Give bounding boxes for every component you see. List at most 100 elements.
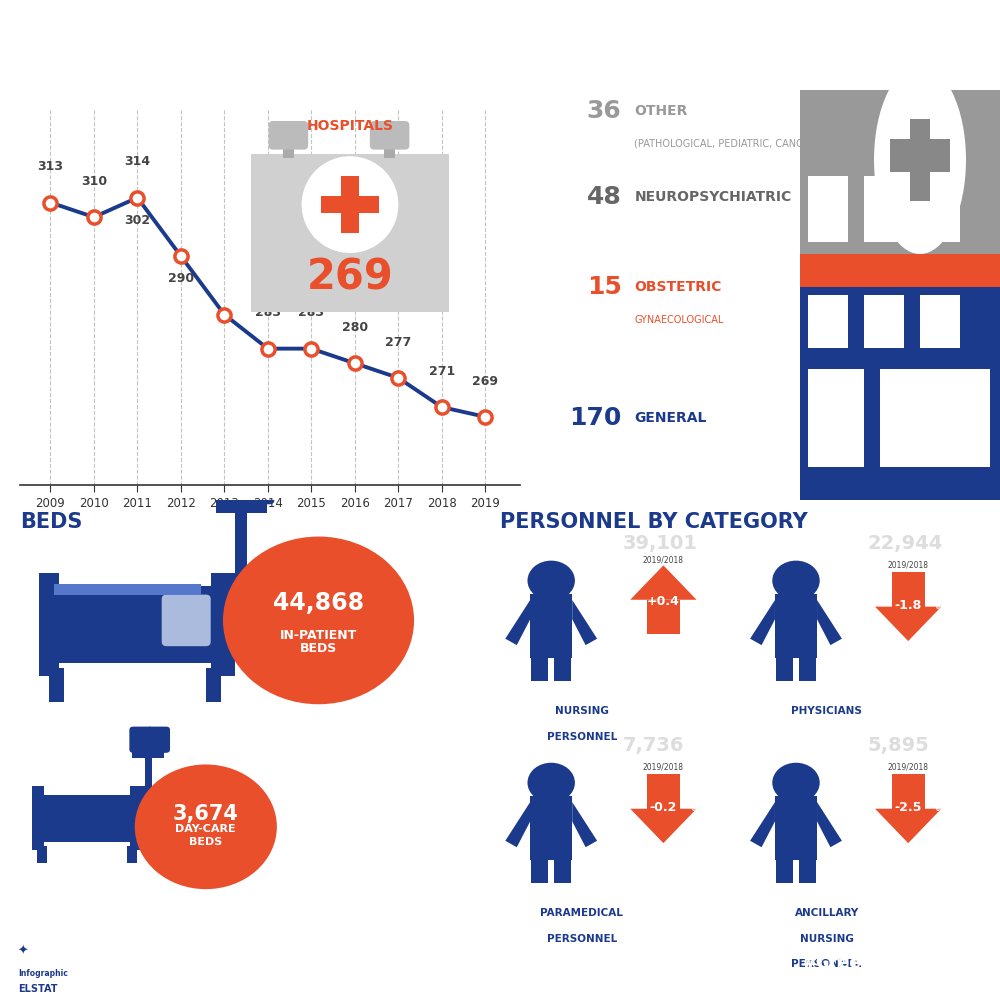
Polygon shape <box>630 809 697 843</box>
Text: 290: 290 <box>168 272 194 285</box>
Bar <box>864 295 904 348</box>
FancyBboxPatch shape <box>269 121 308 150</box>
Text: NEUROPSYCHIATRIC: NEUROPSYCHIATRIC <box>634 190 792 204</box>
Bar <box>920 176 960 242</box>
Bar <box>211 573 235 676</box>
Polygon shape <box>572 802 597 847</box>
Polygon shape <box>817 802 842 847</box>
Bar <box>54 584 201 595</box>
Circle shape <box>302 156 398 253</box>
Bar <box>235 504 247 612</box>
Text: 36: 36 <box>587 99 622 123</box>
Point <box>42 195 58 211</box>
Point <box>303 341 319 357</box>
Polygon shape <box>875 809 941 843</box>
Polygon shape <box>875 607 941 641</box>
Text: 170: 170 <box>569 406 622 430</box>
FancyBboxPatch shape <box>147 727 170 753</box>
Text: ✦: ✦ <box>18 945 28 958</box>
Bar <box>800 90 1000 254</box>
Circle shape <box>527 561 575 601</box>
FancyBboxPatch shape <box>370 121 409 150</box>
Text: -2.5: -2.5 <box>895 801 922 814</box>
Bar <box>132 749 164 758</box>
Text: ELSTAT: ELSTAT <box>18 984 58 994</box>
Text: 44,868: 44,868 <box>273 591 364 615</box>
Bar <box>800 287 1000 500</box>
Circle shape <box>527 763 575 803</box>
Text: OBSTETRIC: OBSTETRIC <box>634 280 722 294</box>
Text: PHYSICIANS: PHYSICIANS <box>791 706 862 716</box>
Text: 2019/2018: 2019/2018 <box>643 556 684 565</box>
Point <box>129 190 145 206</box>
Text: 22,944: 22,944 <box>867 534 943 552</box>
Bar <box>808 369 864 467</box>
Text: %: % <box>691 807 700 816</box>
Polygon shape <box>750 802 775 847</box>
Bar <box>775 594 817 658</box>
Text: PERSONNEL BY CATEGORY: PERSONNEL BY CATEGORY <box>500 512 808 532</box>
Text: 15: 15 <box>587 275 622 299</box>
Bar <box>799 655 816 681</box>
Bar <box>530 796 572 860</box>
Text: -0.2: -0.2 <box>650 801 677 814</box>
Bar <box>808 295 848 348</box>
Bar <box>531 655 548 681</box>
Bar <box>44 586 230 663</box>
Text: 39,101: 39,101 <box>623 534 698 552</box>
Point <box>477 409 493 425</box>
Text: #GreekDataMatter: #GreekDataMatter <box>803 954 980 972</box>
Bar <box>32 786 44 850</box>
Bar <box>341 176 359 233</box>
Point <box>347 355 363 371</box>
Bar <box>39 573 59 676</box>
Text: GYNAECOLOGICAL: GYNAECOLOGICAL <box>634 315 724 325</box>
Text: 271: 271 <box>429 365 455 378</box>
Bar <box>554 655 571 681</box>
Circle shape <box>772 561 820 601</box>
Bar <box>34 795 142 842</box>
FancyBboxPatch shape <box>162 595 211 646</box>
Polygon shape <box>817 600 842 645</box>
Text: %: % <box>936 807 945 816</box>
Bar <box>283 123 294 158</box>
Text: ANCILLARY: ANCILLARY <box>794 908 859 918</box>
Circle shape <box>223 537 414 704</box>
Text: (PATHOLOGICAL, PEDIATRIC, CANCER, etc.): (PATHOLOGICAL, PEDIATRIC, CANCER, etc.) <box>634 138 845 148</box>
Bar <box>206 668 221 702</box>
Polygon shape <box>505 600 530 645</box>
Point <box>260 341 276 357</box>
FancyBboxPatch shape <box>240 466 274 504</box>
Bar <box>531 857 548 883</box>
Text: -1.8: -1.8 <box>895 599 922 612</box>
Text: NURSING: NURSING <box>800 934 854 944</box>
Text: 280: 280 <box>342 321 368 334</box>
Bar <box>799 857 816 883</box>
Circle shape <box>135 764 277 889</box>
Text: +0.4: +0.4 <box>647 595 680 608</box>
Text: 2019/2018: 2019/2018 <box>643 762 684 771</box>
Text: 269: 269 <box>472 375 498 388</box>
Bar <box>892 572 925 607</box>
Bar <box>127 846 137 863</box>
Text: 283: 283 <box>298 306 324 319</box>
Circle shape <box>772 763 820 803</box>
Bar <box>145 749 152 814</box>
Text: PARAMEDICAL: PARAMEDICAL <box>540 908 623 918</box>
Bar <box>37 846 47 863</box>
Text: HOSPITALS: HOSPITALS <box>306 119 394 133</box>
Text: 314: 314 <box>124 155 150 168</box>
FancyBboxPatch shape <box>129 727 153 753</box>
Text: 2019/2018: 2019/2018 <box>888 560 929 569</box>
Text: %: % <box>691 601 700 610</box>
Bar <box>530 594 572 658</box>
Bar <box>370 123 409 132</box>
Polygon shape <box>505 802 530 847</box>
Bar <box>776 857 793 883</box>
Polygon shape <box>572 600 597 645</box>
Bar <box>647 600 680 634</box>
Text: 3,674: 3,674 <box>173 804 239 824</box>
Text: 5,895: 5,895 <box>867 736 929 755</box>
Text: PERSONNEL: PERSONNEL <box>791 959 862 969</box>
Text: NURSING: NURSING <box>555 706 609 716</box>
